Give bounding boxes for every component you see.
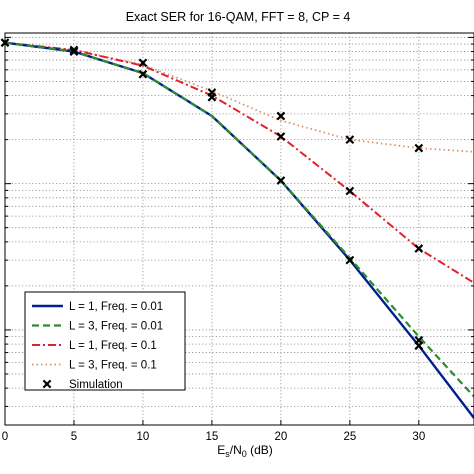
legend: L = 1, Freq. = 0.01 L = 3, Freq. = 0.01 L …	[24, 291, 186, 391]
legend-label-1: L = 1, Freq. = 0.01	[69, 301, 163, 313]
legend-label-4: L = 3, Freq. = 0.1	[69, 360, 157, 372]
simulation-marker	[345, 255, 355, 265]
simulation-marker	[138, 58, 148, 68]
x-tick-label: 20	[274, 431, 287, 443]
series-line-2	[4, 41, 474, 398]
simulation-marker	[414, 143, 424, 153]
legend-label-3: L = 1, Freq. = 0.1	[69, 340, 157, 352]
x-tick-label: 5	[71, 431, 77, 443]
x-tick-label: 10	[137, 431, 150, 443]
simulation-marker	[276, 132, 286, 141]
simulation-marker	[138, 69, 148, 79]
x-axis-label: Es/N0 (dB)	[217, 443, 273, 459]
simulation-marker	[414, 341, 424, 351]
series-line-4	[4, 41, 474, 153]
simulation-marker	[69, 45, 79, 55]
x-tick-label: 15	[206, 431, 219, 443]
x-tick-label: 0	[2, 431, 8, 443]
simulation-marker	[276, 176, 286, 185]
simulation-marker	[345, 135, 355, 145]
simulation-marker	[276, 111, 286, 121]
plot-frame	[4, 32, 474, 426]
legend-swatch-simulation	[42, 379, 52, 389]
simulation-marker	[207, 92, 217, 102]
legend-label-2: L = 3, Freq. = 0.01	[69, 321, 163, 333]
legend-label-simulation: Simulation	[69, 379, 123, 391]
chart-title: Exact SER for 16-QAM, FFT = 8, CP = 4	[126, 10, 351, 24]
data-series	[4, 41, 474, 419]
simulation-markers	[0, 38, 424, 351]
series-line-3	[4, 41, 474, 284]
x-tick-label: 30	[412, 431, 425, 443]
simulation-marker	[69, 47, 79, 56]
legend-box	[24, 291, 186, 391]
simulation-marker	[414, 244, 424, 253]
x-tick-label: 25	[343, 431, 356, 443]
x-axis-ticks: 0 5 10 15 20 25 30	[2, 36, 474, 443]
simulation-marker	[345, 186, 355, 196]
